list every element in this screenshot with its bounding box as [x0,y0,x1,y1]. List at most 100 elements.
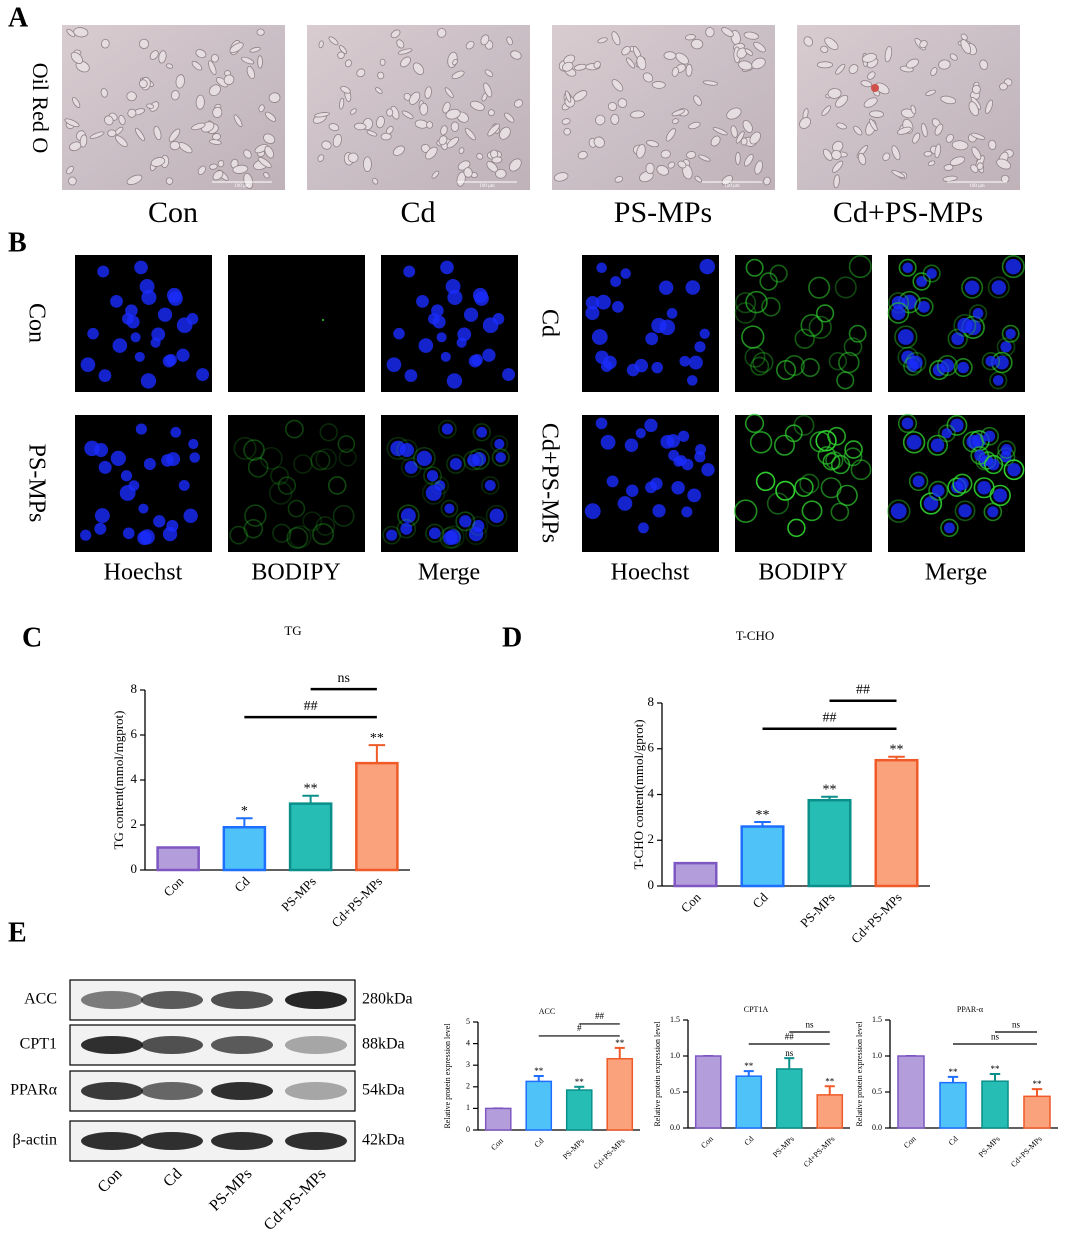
row-label: Oil Red O [28,63,53,153]
lipid [733,499,758,523]
nucleus [987,506,999,518]
lipid [302,511,323,532]
cell [896,126,912,135]
y-axis-label: T-CHO content(mmol/gprot) [631,719,646,869]
nucleus [189,452,200,463]
cell [138,38,150,49]
cell [740,137,748,146]
nucleus [603,355,617,370]
cell [264,111,277,122]
nucleus [502,368,516,382]
bar [565,1089,593,1131]
lipid [928,480,949,501]
cell [943,164,954,171]
x-tick-label: Con [678,889,704,915]
cell [693,95,702,106]
bar [525,1080,553,1131]
cell [833,174,840,189]
column-label: Merge [418,560,480,586]
lipid [337,435,356,453]
cell [68,176,77,186]
nucleus [987,458,1000,471]
nucleus [153,515,166,528]
nucleus [474,291,489,306]
cell [446,136,460,149]
nucleus [585,295,600,310]
cell [942,175,958,182]
nucleus [993,488,1008,503]
cell [930,67,938,77]
y-tick-label: 2 [466,1082,470,1091]
lipid [940,518,959,538]
nucleus [120,470,133,482]
cell [735,151,741,165]
cell [208,84,221,97]
blot-band [211,1082,273,1100]
nucleus [685,280,701,295]
lipid [293,454,313,474]
nucleus [626,484,639,497]
cell [848,64,859,75]
y-tick-label: 4 [648,785,655,800]
lipid [887,302,910,324]
nucleus [1001,444,1013,455]
lipid [440,499,459,518]
lipid [808,315,832,339]
lipid [1003,459,1025,481]
micrograph-image [735,415,872,552]
cell [377,71,385,80]
cell [487,123,500,137]
nucleus [440,260,454,275]
cell [197,165,206,175]
bar [939,1081,967,1129]
cell [976,162,984,170]
cell [960,39,972,54]
cell [134,127,145,142]
cell [480,34,490,46]
cell [803,36,814,47]
nucleus [956,477,969,491]
cell [565,90,572,103]
bar [735,1075,763,1129]
lipid [908,471,929,492]
lipid [922,264,941,283]
lipid [980,426,1000,446]
cell [375,87,383,94]
lipid [766,492,790,515]
bar [222,826,267,872]
cell [499,126,511,140]
bar [874,758,919,888]
lipid [970,446,990,465]
comparison-label: ns [338,671,350,686]
x-tick-label: Cd+PS-MPs [1009,1134,1044,1169]
cell [925,89,937,96]
cell [665,128,676,142]
cell [831,149,842,161]
lipid [843,337,863,357]
lipid [961,276,984,299]
cell [487,109,495,117]
nucleus [694,341,706,353]
cell [891,170,906,179]
protein-label: ACC [24,991,57,1008]
comparison-label: ## [785,1031,795,1041]
x-tick-label: Con [489,1136,505,1152]
lipid [437,419,457,439]
lipid [968,304,988,323]
cell [412,62,425,75]
lipid [836,484,858,507]
nucleus [494,438,505,450]
cell [686,151,697,159]
lipid [1001,324,1020,343]
cell [317,154,325,162]
nucleus [138,503,149,514]
y-tick-label: 0 [466,1125,470,1134]
cell [940,95,957,105]
cell [353,122,367,131]
lipid [759,272,778,291]
cell [611,79,624,92]
nucleus [112,338,128,353]
micrograph [228,415,365,552]
lipid [769,264,788,283]
cell [268,92,281,103]
